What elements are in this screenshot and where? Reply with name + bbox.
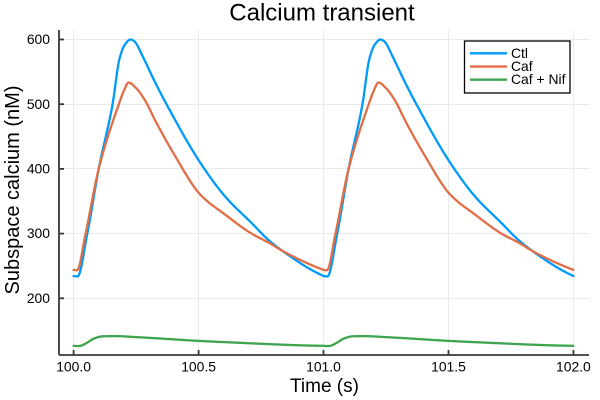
svg-text:Subspace calcium (nM): Subspace calcium (nM) [2,86,24,295]
svg-text:101.5: 101.5 [431,359,466,375]
svg-text:Caf + Nif: Caf + Nif [511,71,566,87]
svg-text:100.0: 100.0 [56,359,91,375]
svg-text:Caf: Caf [511,58,533,74]
svg-text:400: 400 [27,161,50,177]
svg-text:Ctl: Ctl [511,45,528,61]
svg-text:200: 200 [27,290,50,306]
svg-text:Time (s): Time (s) [290,376,359,397]
svg-text:500: 500 [27,96,50,112]
svg-text:600: 600 [27,31,50,47]
svg-text:101.0: 101.0 [306,359,341,375]
svg-text:102.0: 102.0 [556,359,591,375]
svg-text:Calcium transient: Calcium transient [229,0,415,26]
svg-text:100.5: 100.5 [181,359,216,375]
svg-text:300: 300 [27,225,50,241]
